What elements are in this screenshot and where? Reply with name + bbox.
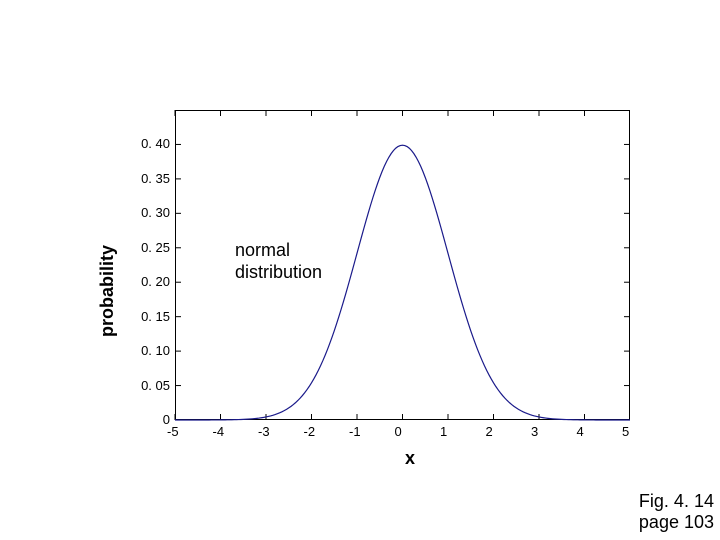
x-tick-label: 2 xyxy=(486,424,493,439)
x-tick-label: 5 xyxy=(622,424,629,439)
y-tick-label: 0. 35 xyxy=(125,171,170,186)
x-tick-label: 3 xyxy=(531,424,538,439)
x-axis-label: x xyxy=(405,448,415,469)
y-tick-label: 0. 05 xyxy=(125,378,170,393)
y-tick-label: 0. 15 xyxy=(125,309,170,324)
figure-caption: Fig. 4. 14 page 103 xyxy=(639,491,714,534)
x-tick-label: -4 xyxy=(213,424,225,439)
chart-annotation: normal distribution xyxy=(235,240,322,283)
y-tick-label: 0. 30 xyxy=(125,205,170,220)
x-tick-label: -3 xyxy=(258,424,270,439)
x-tick-label: 4 xyxy=(577,424,584,439)
y-tick-label: 0. 25 xyxy=(125,240,170,255)
y-tick-label: 0. 10 xyxy=(125,343,170,358)
caption-line-1: Fig. 4. 14 xyxy=(639,491,714,511)
y-tick-label: 0 xyxy=(125,412,170,427)
y-tick-label: 0. 40 xyxy=(125,136,170,151)
caption-line-2: page 103 xyxy=(639,512,714,532)
annotation-line-1: normal xyxy=(235,240,290,260)
x-tick-label: -2 xyxy=(304,424,316,439)
x-tick-label: 1 xyxy=(440,424,447,439)
y-tick-label: 0. 20 xyxy=(125,274,170,289)
page: probability x normal distribution -5-4-3… xyxy=(0,0,720,540)
x-tick-label: -1 xyxy=(349,424,361,439)
x-tick-label: 0 xyxy=(395,424,402,439)
chart-container: probability x normal distribution -5-4-3… xyxy=(70,110,630,470)
annotation-line-2: distribution xyxy=(235,262,322,282)
y-axis-label: probability xyxy=(97,245,118,337)
